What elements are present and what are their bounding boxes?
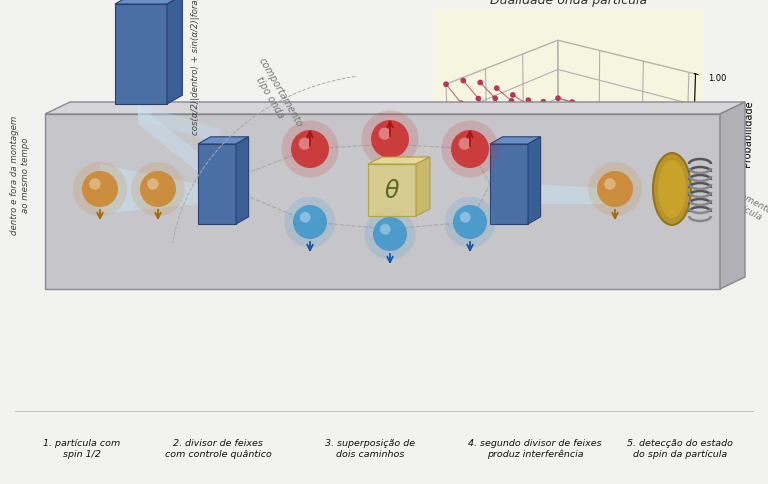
Circle shape — [365, 209, 415, 260]
Polygon shape — [167, 0, 183, 105]
Circle shape — [140, 172, 176, 208]
Polygon shape — [530, 184, 620, 205]
Circle shape — [458, 138, 471, 151]
Circle shape — [131, 163, 185, 216]
Circle shape — [362, 111, 419, 168]
X-axis label: θ: θ — [490, 263, 496, 273]
Text: comportamento
tipo partícula: comportamento tipo partícula — [700, 174, 768, 225]
Circle shape — [442, 121, 498, 178]
Circle shape — [604, 179, 616, 190]
Circle shape — [73, 163, 127, 216]
Text: 3. superposição de
dois caminhos: 3. superposição de dois caminhos — [325, 439, 415, 458]
Polygon shape — [198, 137, 249, 145]
Polygon shape — [100, 165, 198, 214]
Polygon shape — [368, 165, 416, 216]
Polygon shape — [368, 158, 430, 165]
Circle shape — [379, 128, 391, 140]
Polygon shape — [490, 137, 541, 145]
Circle shape — [89, 179, 101, 190]
Polygon shape — [45, 103, 745, 115]
Circle shape — [453, 206, 487, 240]
Polygon shape — [490, 145, 528, 225]
Polygon shape — [45, 115, 720, 289]
Text: $\theta$: $\theta$ — [384, 179, 400, 203]
Polygon shape — [198, 145, 236, 225]
Circle shape — [588, 163, 642, 216]
Circle shape — [299, 138, 311, 151]
Circle shape — [451, 131, 489, 168]
Text: dentro e fora da montagem
ao mesmo tempo: dentro e fora da montagem ao mesmo tempo — [10, 115, 30, 234]
Text: cos(α/2)|dentro⟩ + sin(α/2)|fora⟩: cos(α/2)|dentro⟩ + sin(α/2)|fora⟩ — [190, 0, 200, 135]
Circle shape — [300, 212, 311, 223]
Polygon shape — [528, 137, 541, 225]
Polygon shape — [720, 103, 745, 289]
Polygon shape — [416, 158, 430, 216]
Y-axis label: α: α — [668, 254, 675, 263]
Text: comportamento
tipo onda: comportamento tipo onda — [246, 56, 304, 134]
Polygon shape — [236, 137, 249, 225]
Circle shape — [445, 197, 495, 248]
Circle shape — [371, 121, 409, 159]
Polygon shape — [218, 145, 490, 229]
Text: 1. partícula com
spin 1/2: 1. partícula com spin 1/2 — [43, 439, 121, 458]
Circle shape — [291, 131, 329, 168]
Circle shape — [597, 172, 633, 208]
Circle shape — [293, 206, 327, 240]
Circle shape — [380, 225, 391, 235]
Circle shape — [373, 217, 407, 252]
Circle shape — [460, 212, 471, 223]
Text: 5. detecção do estado
do spin da partícula: 5. detecção do estado do spin da partícu… — [627, 439, 733, 458]
Circle shape — [284, 197, 336, 248]
Circle shape — [282, 121, 339, 178]
Title: Dualidade onda partícula: Dualidade onda partícula — [490, 0, 647, 7]
Text: 4. segundo divisor de feixes
produz interferência: 4. segundo divisor de feixes produz inte… — [468, 438, 602, 458]
Ellipse shape — [658, 161, 686, 219]
Polygon shape — [115, 5, 167, 105]
Polygon shape — [138, 105, 220, 145]
Polygon shape — [138, 105, 200, 175]
Circle shape — [147, 179, 159, 190]
Text: 2. divisor de feixes
com controle quântico: 2. divisor de feixes com controle quânti… — [164, 439, 271, 458]
Circle shape — [82, 172, 118, 208]
Ellipse shape — [653, 154, 691, 226]
Polygon shape — [115, 0, 183, 5]
